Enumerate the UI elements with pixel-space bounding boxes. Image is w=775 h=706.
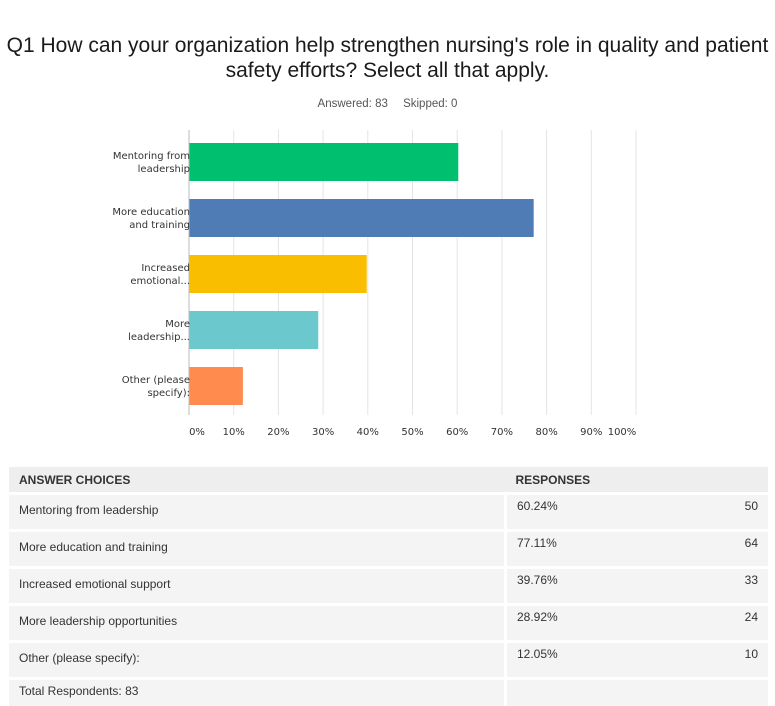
x-tick-label: 90% [580, 427, 602, 438]
bar [189, 255, 367, 293]
x-tick-label: 60% [446, 427, 468, 438]
x-tick-label: 100% [608, 427, 637, 438]
answer-choice-cell: Other (please specify): [9, 642, 506, 679]
answer-choices-header: ANSWER CHOICES [9, 467, 506, 494]
answer-choice-cell: Increased emotional support [9, 568, 506, 605]
answer-choice-cell: Mentoring from leadership [9, 494, 506, 531]
responses-header: RESPONSES [506, 467, 769, 494]
response-count-cell: 50 [657, 494, 768, 531]
category-label: emotional... [130, 276, 190, 287]
response-percent-cell: 60.24% [506, 494, 658, 531]
answers-table: ANSWER CHOICES RESPONSES Mentoring from … [9, 467, 768, 706]
total-blank-cell [506, 679, 769, 706]
category-label: More education [112, 207, 190, 218]
response-count-cell: 33 [657, 568, 768, 605]
total-respondents-cell: Total Respondents: 83 [9, 679, 506, 706]
table-row: Other (please specify):12.05%10 [9, 642, 768, 679]
response-count-cell: 64 [657, 531, 768, 568]
category-label: leadership [138, 164, 190, 175]
x-tick-label: 20% [267, 427, 289, 438]
x-tick-label: 10% [223, 427, 245, 438]
response-percent-cell: 28.92% [506, 605, 658, 642]
bar [189, 311, 318, 349]
category-label: Mentoring from [113, 151, 190, 162]
response-percent-cell: 12.05% [506, 642, 658, 679]
category-label: Increased [141, 263, 190, 274]
response-count-cell: 10 [657, 642, 768, 679]
x-tick-label: 50% [401, 427, 423, 438]
bar-chart: Mentoring from leadership More education an… [0, 0, 775, 460]
bar [189, 143, 458, 181]
response-percent-cell: 39.76% [506, 568, 658, 605]
x-tick-label: 70% [491, 427, 513, 438]
bar [189, 199, 534, 237]
response-percent-cell: 77.11% [506, 531, 658, 568]
category-label: More [165, 319, 190, 330]
bar [189, 367, 243, 405]
table-header-row: ANSWER CHOICES RESPONSES [9, 467, 768, 494]
response-count-cell: 24 [657, 605, 768, 642]
x-tick-label: 40% [357, 427, 379, 438]
x-tick-label: 80% [535, 427, 557, 438]
category-label: specify): [147, 388, 190, 399]
category-label: and training [129, 220, 190, 231]
category-label: leadership... [128, 332, 190, 343]
category-label: Other (please [122, 375, 190, 386]
total-row: Total Respondents: 83 [9, 679, 768, 706]
x-tick-label: 0% [189, 427, 205, 438]
answer-choice-cell: More leadership opportunities [9, 605, 506, 642]
x-tick-label: 30% [312, 427, 334, 438]
answer-choice-cell: More education and training [9, 531, 506, 568]
